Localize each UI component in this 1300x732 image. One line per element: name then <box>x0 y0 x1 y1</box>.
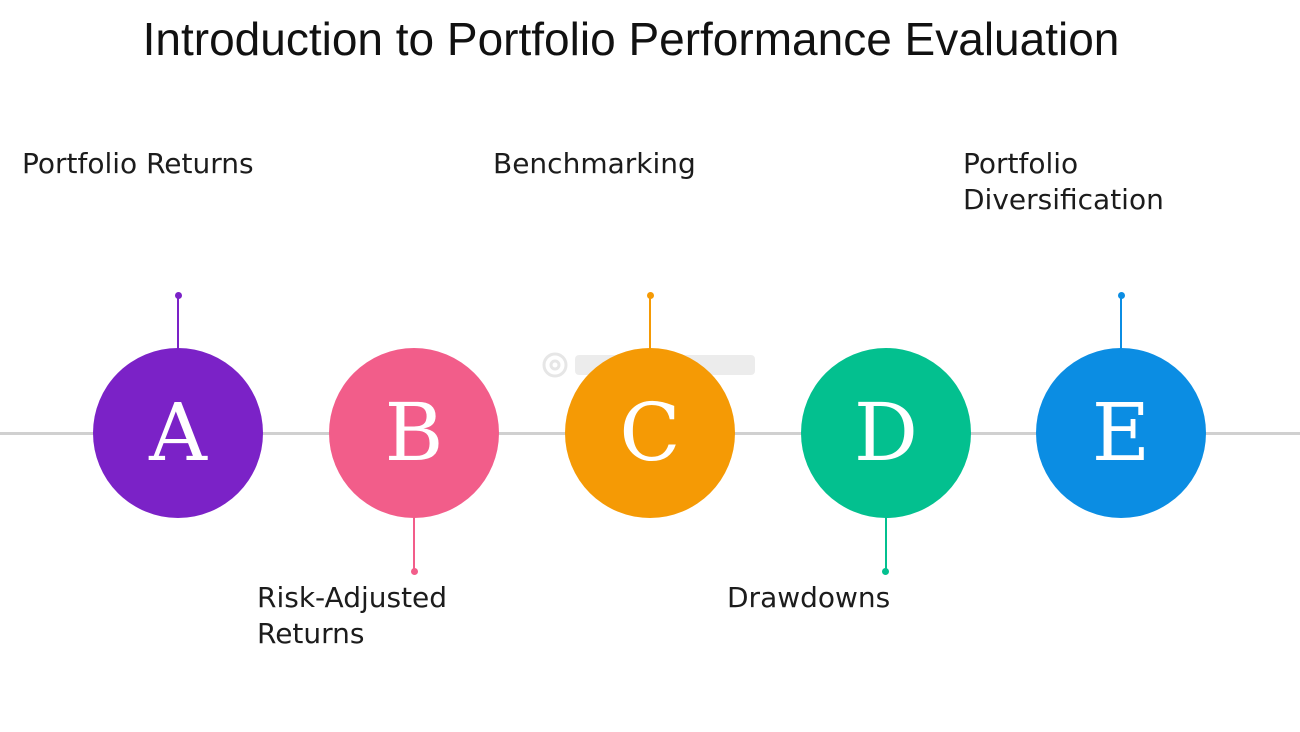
step-e-letter: E <box>1092 393 1150 473</box>
step-d-connector <box>885 517 887 571</box>
step-d-connector-dot <box>882 568 889 575</box>
diagram-title: Introduction to Portfolio Performance Ev… <box>0 12 1262 66</box>
step-d-circle: D <box>801 348 971 518</box>
step-d-letter: D <box>854 393 918 473</box>
step-b-connector <box>413 517 415 571</box>
step-a-letter: A <box>149 393 207 473</box>
step-b-connector-dot <box>411 568 418 575</box>
step-a-circle: A <box>93 348 263 518</box>
step-a-label: Portfolio Returns <box>22 146 282 182</box>
step-c-connector <box>649 296 651 350</box>
step-a-connector <box>177 296 179 350</box>
step-d-label: Drawdowns <box>727 580 987 616</box>
step-b-letter: B <box>385 393 444 473</box>
step-e-circle: E <box>1036 348 1206 518</box>
step-c-letter: C <box>619 393 680 473</box>
step-c-circle: C <box>565 348 735 518</box>
step-b-circle: B <box>329 348 499 518</box>
step-e-connector <box>1120 296 1122 350</box>
step-b-label: Risk-Adjusted Returns <box>257 580 477 652</box>
step-e-label: Portfolio Diversification <box>963 146 1183 218</box>
step-c-label: Benchmarking <box>493 146 753 182</box>
